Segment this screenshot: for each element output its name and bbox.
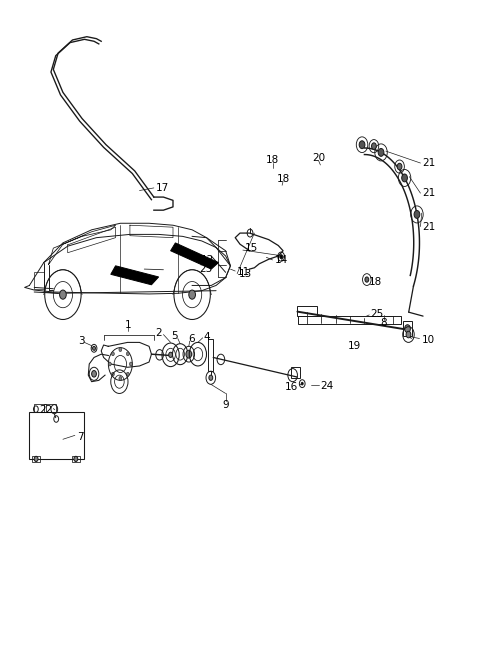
Text: 19: 19 [348,341,361,352]
Text: 16: 16 [285,382,299,392]
Text: 7: 7 [77,432,84,441]
Circle shape [405,325,410,333]
Text: 18: 18 [369,277,383,287]
Circle shape [209,375,213,380]
Circle shape [92,371,96,377]
Circle shape [372,143,376,150]
Text: 5: 5 [171,331,178,341]
Circle shape [168,352,172,358]
Text: 20: 20 [312,153,325,163]
Bar [44,404,56,412]
Text: 9: 9 [222,400,229,410]
Text: 10: 10 [422,335,435,345]
Text: 21: 21 [422,222,435,232]
Circle shape [301,382,303,385]
Circle shape [189,290,195,299]
Text: 1: 1 [125,319,132,330]
Circle shape [60,290,66,299]
Circle shape [397,163,402,170]
Circle shape [414,211,420,218]
Circle shape [108,362,111,366]
Text: 21: 21 [422,188,435,198]
Circle shape [93,346,96,350]
Text: 24: 24 [321,381,334,391]
Bar [72,456,80,462]
Text: 18: 18 [276,174,290,184]
Text: 8: 8 [380,318,387,328]
Bar [34,404,46,412]
Bar [34,272,44,289]
Circle shape [74,457,78,462]
Bar [32,456,40,462]
Text: 21: 21 [422,158,435,168]
Circle shape [365,277,369,282]
Circle shape [359,141,365,149]
Text: 25: 25 [370,308,384,319]
Text: 4: 4 [203,331,210,342]
Circle shape [378,148,384,156]
Bar [298,306,317,316]
Circle shape [111,352,114,356]
Text: 3: 3 [78,336,84,346]
Text: 23: 23 [199,264,212,274]
Circle shape [280,255,283,258]
Bar [299,316,401,324]
Circle shape [34,457,38,462]
Text: 11: 11 [237,268,251,277]
Text: 6: 6 [188,334,194,344]
Circle shape [126,352,129,356]
Text: 14: 14 [275,255,288,265]
Circle shape [126,372,129,376]
Circle shape [119,348,122,352]
Text: 13: 13 [239,269,252,279]
Polygon shape [111,266,158,285]
Circle shape [406,331,411,338]
Text: 22: 22 [39,405,52,415]
Circle shape [111,372,114,376]
Circle shape [130,362,132,366]
Text: 2: 2 [156,327,162,338]
Circle shape [119,377,122,380]
Bar [403,321,412,336]
Bar [208,339,213,371]
Text: 17: 17 [156,183,169,193]
Text: 12: 12 [201,255,214,265]
Bar [291,367,300,378]
Text: 15: 15 [245,243,258,253]
Circle shape [186,350,192,358]
Text: 18: 18 [266,155,279,165]
Bar [29,412,84,459]
Circle shape [402,174,408,182]
Polygon shape [170,243,218,269]
